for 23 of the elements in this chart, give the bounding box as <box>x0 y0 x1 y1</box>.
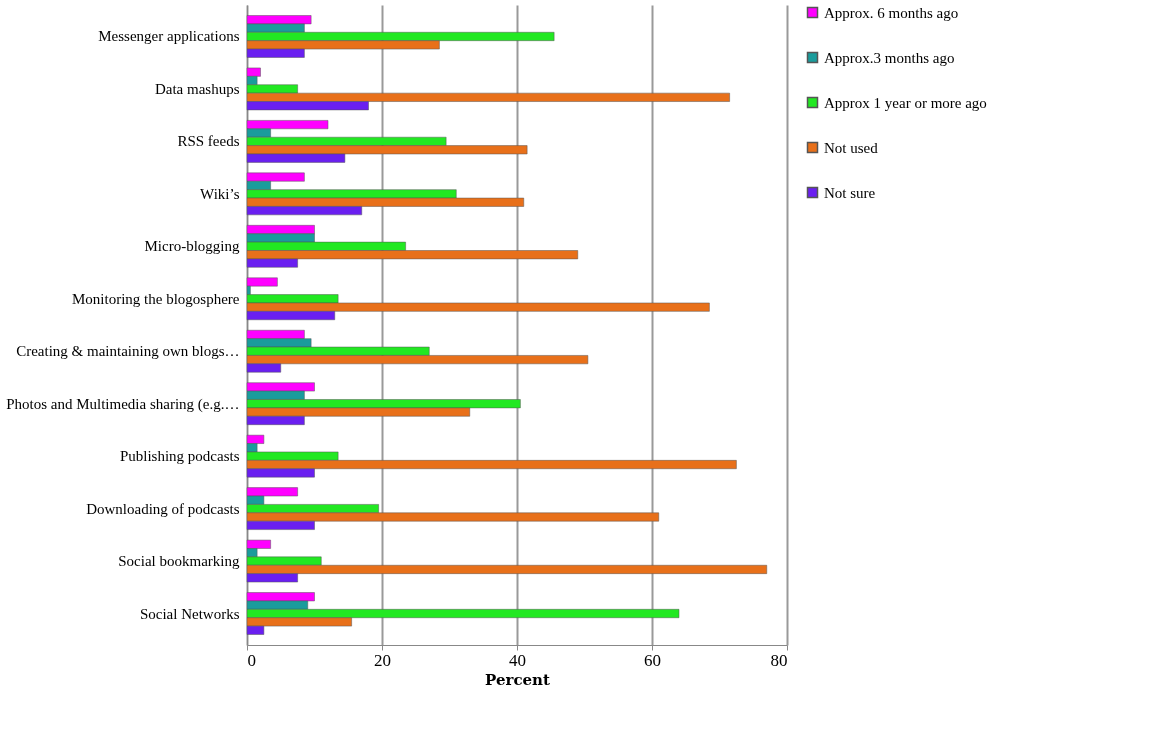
y-tick-label: Data mashups <box>154 80 240 97</box>
legend-label: Not sure <box>824 184 876 201</box>
y-tick-label: Social Networks <box>139 605 240 622</box>
x-tick-label: 80 <box>770 650 788 670</box>
x-tick-label: 0 <box>247 650 256 670</box>
y-tick-label: Micro-blogging <box>144 238 240 255</box>
legend-label: Not used <box>824 139 879 156</box>
y-tick-label: Monitoring the blogosphere <box>72 290 240 307</box>
x-tick-label: 40 <box>509 650 526 670</box>
y-tick-label: Photos and Multimedia sharing (e.g.… <box>6 395 240 413</box>
x-tick-label: 60 <box>644 650 661 670</box>
x-tick-label: 20 <box>374 650 391 670</box>
y-tick-label: Social bookmarking <box>118 553 240 570</box>
legend-label: Approx. 6 months ago <box>824 4 959 21</box>
legend-label: Approx 1 year or more ago <box>824 94 987 111</box>
x-axis-title: Percent <box>485 670 550 689</box>
y-tick-label: RSS feeds <box>177 133 240 150</box>
y-tick-label: Publishing podcasts <box>119 448 240 465</box>
y-tick-label: Wiki’s <box>200 185 240 202</box>
legend-label: Approx.3 months ago <box>824 49 955 66</box>
y-tick-label: Downloading of podcasts <box>86 500 240 517</box>
y-tick-label: Creating & maintaining own blogs… <box>16 343 240 360</box>
y-tick-label: Messenger applications <box>98 28 240 45</box>
